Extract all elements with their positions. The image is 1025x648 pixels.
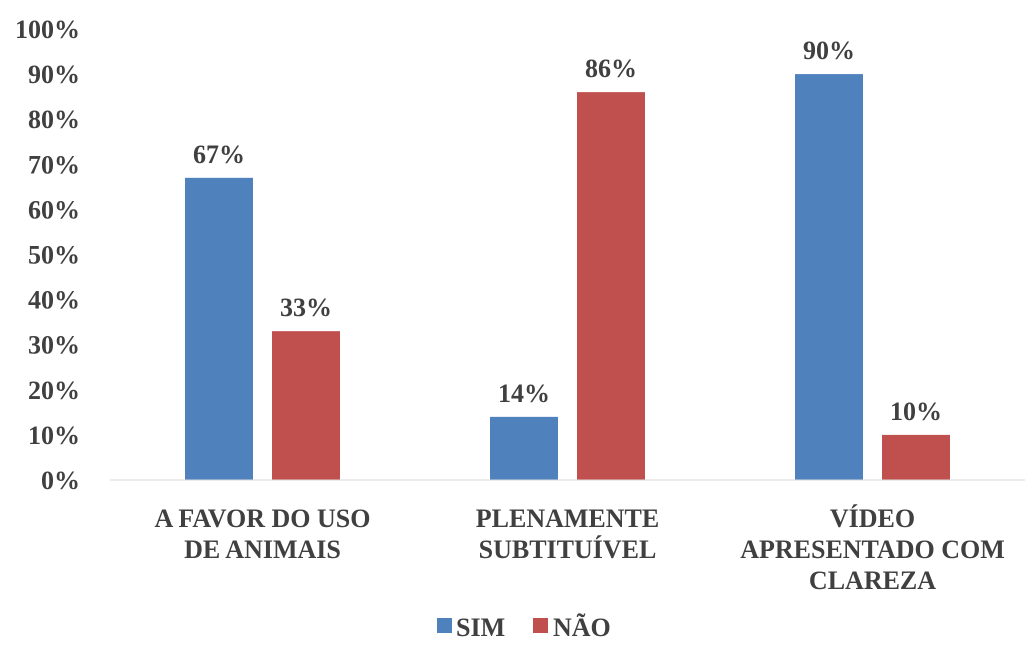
y-tick-label: 80% — [28, 105, 80, 134]
y-tick-label: 60% — [28, 195, 80, 224]
legend-label: SIM — [456, 613, 505, 642]
data-label: 33% — [280, 293, 332, 322]
y-tick-label: 90% — [28, 60, 80, 89]
y-tick-label: 100% — [15, 15, 80, 44]
x-axis: A FAVOR DO USO DE ANIMAIS PLENAMENTE SUBTIT… — [155, 504, 1005, 595]
y-tick-label: 40% — [28, 286, 80, 315]
bar-sim — [795, 74, 863, 480]
data-label: 10% — [890, 397, 942, 426]
legend-swatch-sim — [437, 618, 452, 633]
x-category-label: PLENAMENTE SUBTITUÍVEL — [476, 504, 659, 564]
bar-nao — [577, 92, 645, 480]
y-tick-label: 30% — [28, 331, 80, 360]
bar-sim — [490, 416, 558, 480]
x-category-label: A FAVOR DO USO DE ANIMAIS — [155, 504, 371, 564]
legend-swatch-nao — [533, 618, 548, 633]
bar-nao — [882, 434, 950, 480]
x-category-label: VÍDEO APRESENTADO COM CLAREZA — [740, 504, 1005, 595]
y-tick-label: 20% — [28, 376, 80, 405]
data-label: 67% — [193, 140, 245, 169]
y-tick-label: 50% — [28, 241, 80, 270]
y-tick-label: 10% — [28, 421, 80, 450]
data-label: 14% — [498, 379, 550, 408]
plot-area: 67% 14% 90% 33% 86% 10% — [185, 36, 950, 480]
bar-sim — [185, 177, 253, 480]
data-label: 86% — [585, 54, 637, 83]
bar-nao — [272, 331, 340, 480]
legend-label: NÃO — [553, 613, 611, 642]
legend: SIM NÃO — [437, 613, 611, 642]
y-axis: 0% 10% 20% 30% 40% 50% 60% 70% 80% 90% 100% — [15, 15, 80, 495]
y-tick-label: 70% — [28, 150, 80, 179]
y-tick-label: 0% — [41, 466, 80, 495]
data-label: 90% — [803, 36, 855, 65]
